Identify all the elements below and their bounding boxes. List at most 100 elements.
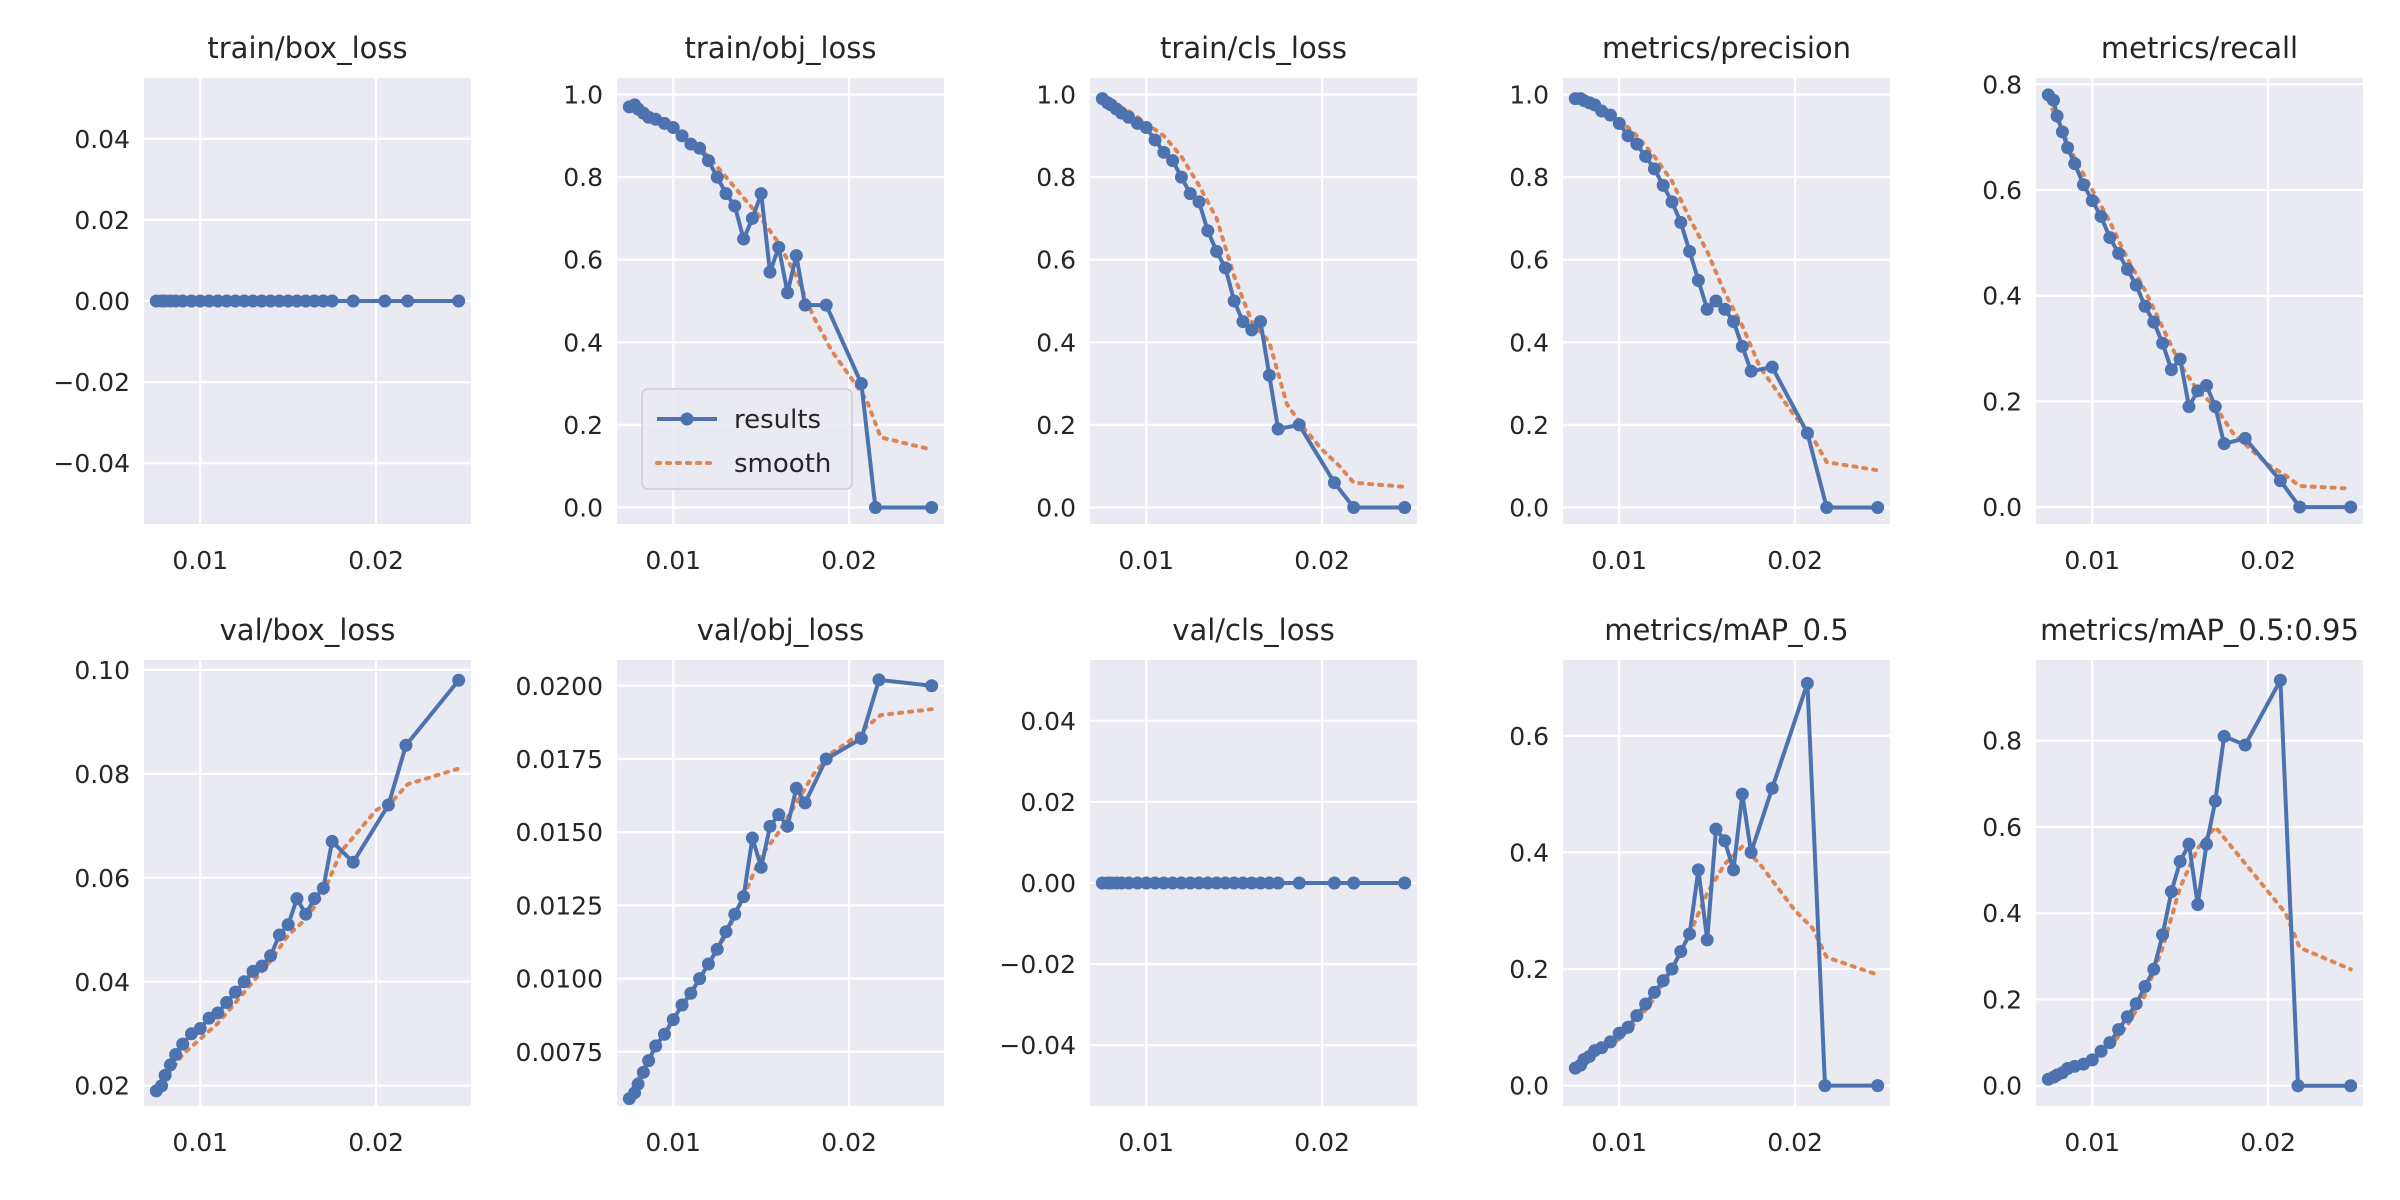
chart-train-box-loss-series-results-point xyxy=(325,294,339,308)
chart-train-box-loss-title: train/box_loss xyxy=(207,31,407,65)
chart-train-box-loss-series-results-point xyxy=(452,294,466,308)
chart-val-obj-loss-series-results-point xyxy=(925,679,939,693)
chart-metrics-precision-series-results-point xyxy=(1621,129,1635,143)
chart-train-cls-loss-series-results-point xyxy=(1227,294,1241,308)
chart-train-cls-loss-series-results-point xyxy=(1271,422,1285,436)
chart-val-box-loss-series-results-point xyxy=(281,918,295,932)
chart-val-obj-loss-y-tick-label: 0.0200 xyxy=(516,672,603,701)
chart-train-obj-loss-series-results-point xyxy=(798,298,812,312)
chart-train-obj-loss-series-results-point xyxy=(754,187,768,201)
chart-metrics-map-0-5-series-results-point xyxy=(1691,863,1705,877)
chart-metrics-recall-y-tick-label: 0.4 xyxy=(1982,282,2022,311)
chart-metrics-recall-series-results-point xyxy=(2076,178,2090,192)
chart-metrics-precision-y-tick-label: 0.6 xyxy=(1509,246,1549,275)
chart-metrics-precision-y-tick-label: 1.0 xyxy=(1509,81,1549,110)
chart-train-cls-loss-series-results-point xyxy=(1398,500,1412,514)
chart-metrics-map-0-5-series-results-point xyxy=(1718,834,1732,848)
chart-train-obj-loss-series-results-point xyxy=(772,240,786,254)
chart-metrics-recall-series-results-point xyxy=(2156,336,2170,350)
chart-val-box-loss-series-results-point xyxy=(452,673,466,687)
chart-metrics-recall: metrics/recall 0.01 0.02 0.0 0.2 0.4 0.6 0.8 xyxy=(1982,31,2363,575)
chart-metrics-map-0-5-0-95-x-tick-label: 0.02 xyxy=(2240,1128,2296,1157)
chart-metrics-map-0-5-0-95-series-results-point xyxy=(2344,1079,2358,1093)
chart-metrics-map-0-5-series-results-point xyxy=(1630,1009,1644,1023)
chart-val-obj-loss-series-results-point xyxy=(781,819,795,833)
chart-metrics-map-0-5-0-95-series-results-point xyxy=(2156,928,2170,942)
chart-train-obj-loss-y-tick-label: 0.0 xyxy=(563,493,603,522)
chart-train-cls-loss: train/cls_loss 0.01 0.02 0.0 0.2 0.4 0.6 0.8 1.0 xyxy=(1036,31,1417,575)
chart-train-box-loss-series-results-point xyxy=(378,294,392,308)
chart-metrics-recall-x-tick-label: 0.02 xyxy=(2240,546,2296,575)
chart-metrics-precision: metrics/precision 0.01 0.02 0.0 0.2 0.4 0.6 0.8… xyxy=(1509,31,1890,575)
chart-val-obj-loss-y-tick-label: 0.0125 xyxy=(516,891,603,920)
chart-train-obj-loss-x-tick-label: 0.01 xyxy=(645,546,701,575)
chart-metrics-recall-plot-area xyxy=(2036,78,2363,524)
chart-train-obj-loss-series-results-point xyxy=(710,170,724,184)
chart-metrics-recall-series-results-point xyxy=(2085,194,2099,208)
chart-metrics-precision-series-results-point xyxy=(1718,302,1732,316)
chart-metrics-recall-series-results-point xyxy=(2238,431,2252,445)
chart-metrics-map-0-5-series-results-point xyxy=(1735,787,1749,801)
chart-metrics-precision-y-tick-label: 0.0 xyxy=(1509,493,1549,522)
chart-val-box-loss-series-results-point xyxy=(220,996,234,1010)
chart-val-obj-loss-series-results-point xyxy=(649,1039,663,1053)
chart-metrics-map-0-5-0-95-y-tick-label: 0.6 xyxy=(1982,813,2022,842)
chart-val-obj-loss-series-results-point xyxy=(719,925,733,939)
chart-val-box-loss-series-results-point xyxy=(399,738,413,752)
chart-metrics-precision-series-results-point xyxy=(1612,116,1626,130)
chart-train-obj-loss-series-results-point xyxy=(763,265,777,279)
chart-metrics-recall-series-results-point xyxy=(2068,157,2082,171)
chart-metrics-recall-series-smooth-line xyxy=(2046,98,2353,491)
chart-train-obj-loss-series-results-point xyxy=(666,121,680,135)
chart-val-obj-loss-series-results-point xyxy=(657,1027,671,1041)
chart-metrics-recall-series-results-point xyxy=(2050,109,2064,123)
chart-train-obj-loss-series-results-point xyxy=(719,187,733,201)
chart-metrics-map-0-5-series-results-point xyxy=(1647,985,1661,999)
chart-metrics-recall-y-tick-label: 0.0 xyxy=(1982,493,2022,522)
chart-metrics-precision-series-results-point xyxy=(1820,500,1834,514)
chart-val-obj-loss-series-results-point xyxy=(631,1077,645,1091)
chart-metrics-recall-series-results-point xyxy=(2182,400,2196,414)
chart-metrics-precision-title: metrics/precision xyxy=(1602,31,1851,65)
chart-val-cls-loss: val/cls_loss 0.01 0.02 −0.04 −0.02 0.00 0.02 0.… xyxy=(999,613,1417,1157)
chart-val-box-loss-x-tick-label: 0.02 xyxy=(348,1128,404,1157)
chart-val-obj-loss-series-results-point xyxy=(684,986,698,1000)
chart-metrics-map-0-5-0-95: metrics/mAP_0.5:0.95 0.01 0.02 0.0 0.2 0.4 0.6… xyxy=(1982,613,2363,1157)
chart-val-obj-loss-series-results-point xyxy=(854,731,868,745)
chart-metrics-map-0-5-series-results-point xyxy=(1709,822,1723,836)
chart-metrics-precision-series-results-point xyxy=(1647,162,1661,176)
chart-val-obj-loss-series-results-point xyxy=(872,673,886,687)
chart-val-obj-loss-y-tick-label: 0.0100 xyxy=(516,965,603,994)
chart-metrics-map-0-5-y-tick-label: 0.0 xyxy=(1509,1072,1549,1101)
chart-metrics-recall-series-results-point xyxy=(2173,352,2187,366)
chart-metrics-recall-series-results-point xyxy=(2094,209,2108,223)
chart-train-cls-loss-title: train/cls_loss xyxy=(1160,31,1347,65)
chart-val-box-loss-series-results-point xyxy=(299,907,313,921)
chart-train-obj-loss-y-tick-label: 1.0 xyxy=(563,81,603,110)
chart-train-obj-loss-series-results-point xyxy=(701,154,715,168)
chart-train-box-loss-x-tick-label: 0.02 xyxy=(348,546,404,575)
chart-train-obj-loss-x-tick-label: 0.02 xyxy=(821,546,877,575)
chart-val-box-loss-series-results-point xyxy=(176,1037,190,1051)
chart-train-box-loss: train/box_loss 0.01 0.02 −0.04 −0.02 0.00 0.02… xyxy=(53,31,471,575)
chart-val-box-loss-series-results-point xyxy=(158,1068,172,1082)
chart-train-cls-loss-series-results-point xyxy=(1254,315,1268,329)
chart-val-box-loss-series-results-point xyxy=(237,975,251,989)
chart-metrics-recall-series-results-point xyxy=(2129,278,2143,292)
chart-metrics-map-0-5-series-results-point xyxy=(1621,1020,1635,1034)
chart-train-cls-loss-y-tick-label: 0.0 xyxy=(1036,493,1076,522)
chart-metrics-precision-x-tick-label: 0.01 xyxy=(1591,546,1647,575)
chart-metrics-map-0-5-0-95-y-tick-label: 0.8 xyxy=(1982,727,2022,756)
chart-val-box-loss-x-tick-label: 0.01 xyxy=(172,1128,228,1157)
chart-train-obj-loss-series-results-point xyxy=(728,199,742,213)
chart-val-box-loss-series-results-point xyxy=(169,1048,183,1062)
chart-metrics-recall-series-results-point xyxy=(2344,500,2358,514)
chart-metrics-recall-series-results-point xyxy=(2055,125,2069,139)
chart-train-box-loss-series-results-point xyxy=(401,294,415,308)
chart-val-obj-loss-series-results-point xyxy=(819,752,833,766)
chart-metrics-map-0-5-0-95-series-results-point xyxy=(2291,1079,2305,1093)
chart-metrics-map-0-5-0-95-series-results-point xyxy=(2112,1023,2126,1037)
chart-train-cls-loss-series-results-point xyxy=(1139,121,1153,135)
chart-train-obj-loss-series-results-point xyxy=(693,141,707,155)
